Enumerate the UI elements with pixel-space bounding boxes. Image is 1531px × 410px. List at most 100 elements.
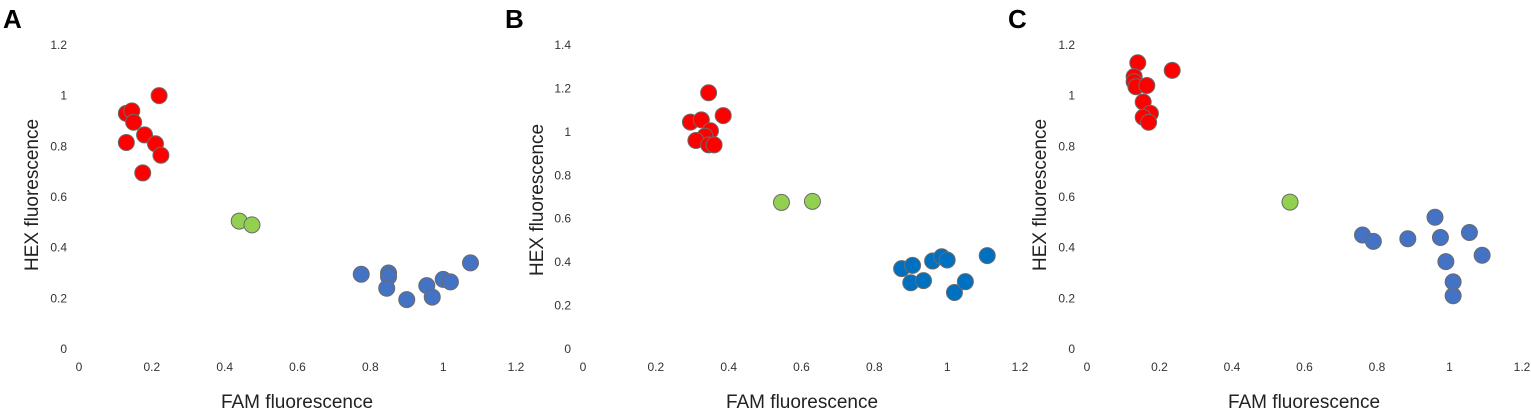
data-point <box>1140 113 1158 131</box>
x-tick-label: 1.2 <box>1514 360 1531 374</box>
y-tick-label: 0.6 <box>1058 190 1075 204</box>
x-tick-label: 0.6 <box>289 360 306 374</box>
y-tick-label: 0.2 <box>554 299 571 313</box>
data-point <box>423 288 441 306</box>
chart-panel-b: B FAM fluorescence HEX fluorescence 0 0.2… <box>505 4 1029 410</box>
y-tick-label: 1 <box>60 89 67 103</box>
x-tick-label: 0.6 <box>793 360 810 374</box>
x-tick-label: 0.4 <box>720 360 737 374</box>
x-tick-label: 0.4 <box>216 360 233 374</box>
data-point <box>978 247 996 265</box>
x-axis-label: FAM fluorescence <box>726 392 878 410</box>
data-point <box>1444 287 1462 305</box>
y-tick-label: 1 <box>1068 89 1075 103</box>
data-point <box>1364 232 1382 250</box>
chart-panel-c: C FAM fluorescence HEX fluorescence 0 0.2… <box>1008 4 1531 410</box>
x-axis-label: FAM fluorescence <box>1228 392 1380 410</box>
data-point <box>705 136 723 154</box>
data-point <box>1473 246 1491 264</box>
data-point <box>152 146 170 164</box>
y-tick-label: 1.2 <box>554 81 571 95</box>
y-tick-label: 0.4 <box>1058 241 1075 255</box>
data-point <box>938 251 956 269</box>
data-point <box>441 273 459 291</box>
data-point <box>1163 61 1181 79</box>
x-tick-label: 0.6 <box>1296 360 1313 374</box>
data-point <box>692 111 710 129</box>
y-tick-label: 0.6 <box>554 212 571 226</box>
data-points <box>117 87 479 309</box>
data-point <box>714 107 732 125</box>
data-point <box>956 273 974 291</box>
panel-label: A <box>3 4 22 34</box>
y-tick-label: 0 <box>1068 342 1075 356</box>
y-axis-label: HEX fluorescence <box>22 119 43 271</box>
y-axis-label: HEX fluorescence <box>527 124 548 276</box>
data-point <box>1138 77 1156 95</box>
x-tick-label: 1 <box>1446 360 1453 374</box>
data-point <box>1437 253 1455 271</box>
data-point <box>772 193 790 211</box>
x-tick-labels: 0 0.2 0.4 0.6 0.8 1 1.2 <box>1084 360 1531 374</box>
data-point <box>461 254 479 272</box>
x-tick-label: 1.2 <box>508 360 525 374</box>
x-tick-label: 0.2 <box>1151 360 1168 374</box>
data-point <box>700 84 718 102</box>
data-point <box>243 216 261 234</box>
data-point <box>150 87 168 105</box>
x-tick-label: 0 <box>1084 360 1091 374</box>
y-tick-label: 1.4 <box>554 38 571 52</box>
x-axis-label: FAM fluorescence <box>221 392 373 410</box>
x-tick-label: 1 <box>440 360 447 374</box>
y-tick-label: 0.8 <box>554 168 571 182</box>
data-point <box>914 272 932 290</box>
data-point <box>945 284 963 302</box>
y-axis-label: HEX fluorescence <box>1030 119 1051 271</box>
data-point <box>1460 223 1478 241</box>
x-tick-label: 0.2 <box>647 360 664 374</box>
x-tick-label: 0.8 <box>866 360 883 374</box>
y-tick-label: 1.2 <box>50 38 67 52</box>
x-tick-label: 1 <box>944 360 951 374</box>
data-point <box>1281 193 1299 211</box>
data-point <box>378 279 396 297</box>
data-point <box>1129 54 1147 72</box>
y-tick-label: 0.6 <box>50 190 67 204</box>
data-points <box>681 84 996 302</box>
x-tick-label: 0.8 <box>362 360 379 374</box>
y-tick-label: 0.2 <box>1058 291 1075 305</box>
y-tick-label: 0 <box>564 342 571 356</box>
data-point <box>1431 229 1449 247</box>
data-point <box>117 134 135 152</box>
x-tick-label: 0.4 <box>1224 360 1241 374</box>
data-point <box>904 256 922 274</box>
panel-label: C <box>1008 4 1027 34</box>
y-tick-labels: 0 0.2 0.4 0.6 0.8 1 1.2 1.4 <box>554 38 571 356</box>
x-tick-label: 0 <box>76 360 83 374</box>
x-tick-label: 0.8 <box>1369 360 1386 374</box>
data-points <box>1125 54 1491 305</box>
y-tick-label: 1 <box>564 125 571 139</box>
x-tick-label: 0 <box>580 360 587 374</box>
data-point <box>803 192 821 210</box>
y-tick-label: 0.4 <box>50 241 67 255</box>
data-point <box>1399 230 1417 248</box>
data-point <box>1426 208 1444 226</box>
data-point <box>125 113 143 131</box>
y-tick-label: 0.8 <box>1058 139 1075 153</box>
data-point <box>134 164 152 182</box>
y-tick-label: 0.2 <box>50 291 67 305</box>
data-point <box>398 291 416 309</box>
y-tick-labels: 0 0.2 0.4 0.6 0.8 1 1.2 <box>50 38 67 356</box>
y-tick-label: 0.8 <box>50 139 67 153</box>
y-tick-label: 1.2 <box>1058 38 1075 52</box>
x-tick-labels: 0 0.2 0.4 0.6 0.8 1 1.2 <box>76 360 525 374</box>
y-tick-label: 0 <box>60 342 67 356</box>
panel-label: B <box>505 4 524 34</box>
x-tick-labels: 0 0.2 0.4 0.6 0.8 1 1.2 <box>580 360 1029 374</box>
x-tick-label: 1.2 <box>1012 360 1029 374</box>
y-tick-label: 0.4 <box>554 255 571 269</box>
y-tick-labels: 0 0.2 0.4 0.6 0.8 1 1.2 <box>1058 38 1075 356</box>
chart-panel-a: A FAM fluorescence HEX fluorescence 0 0.2… <box>3 4 525 410</box>
